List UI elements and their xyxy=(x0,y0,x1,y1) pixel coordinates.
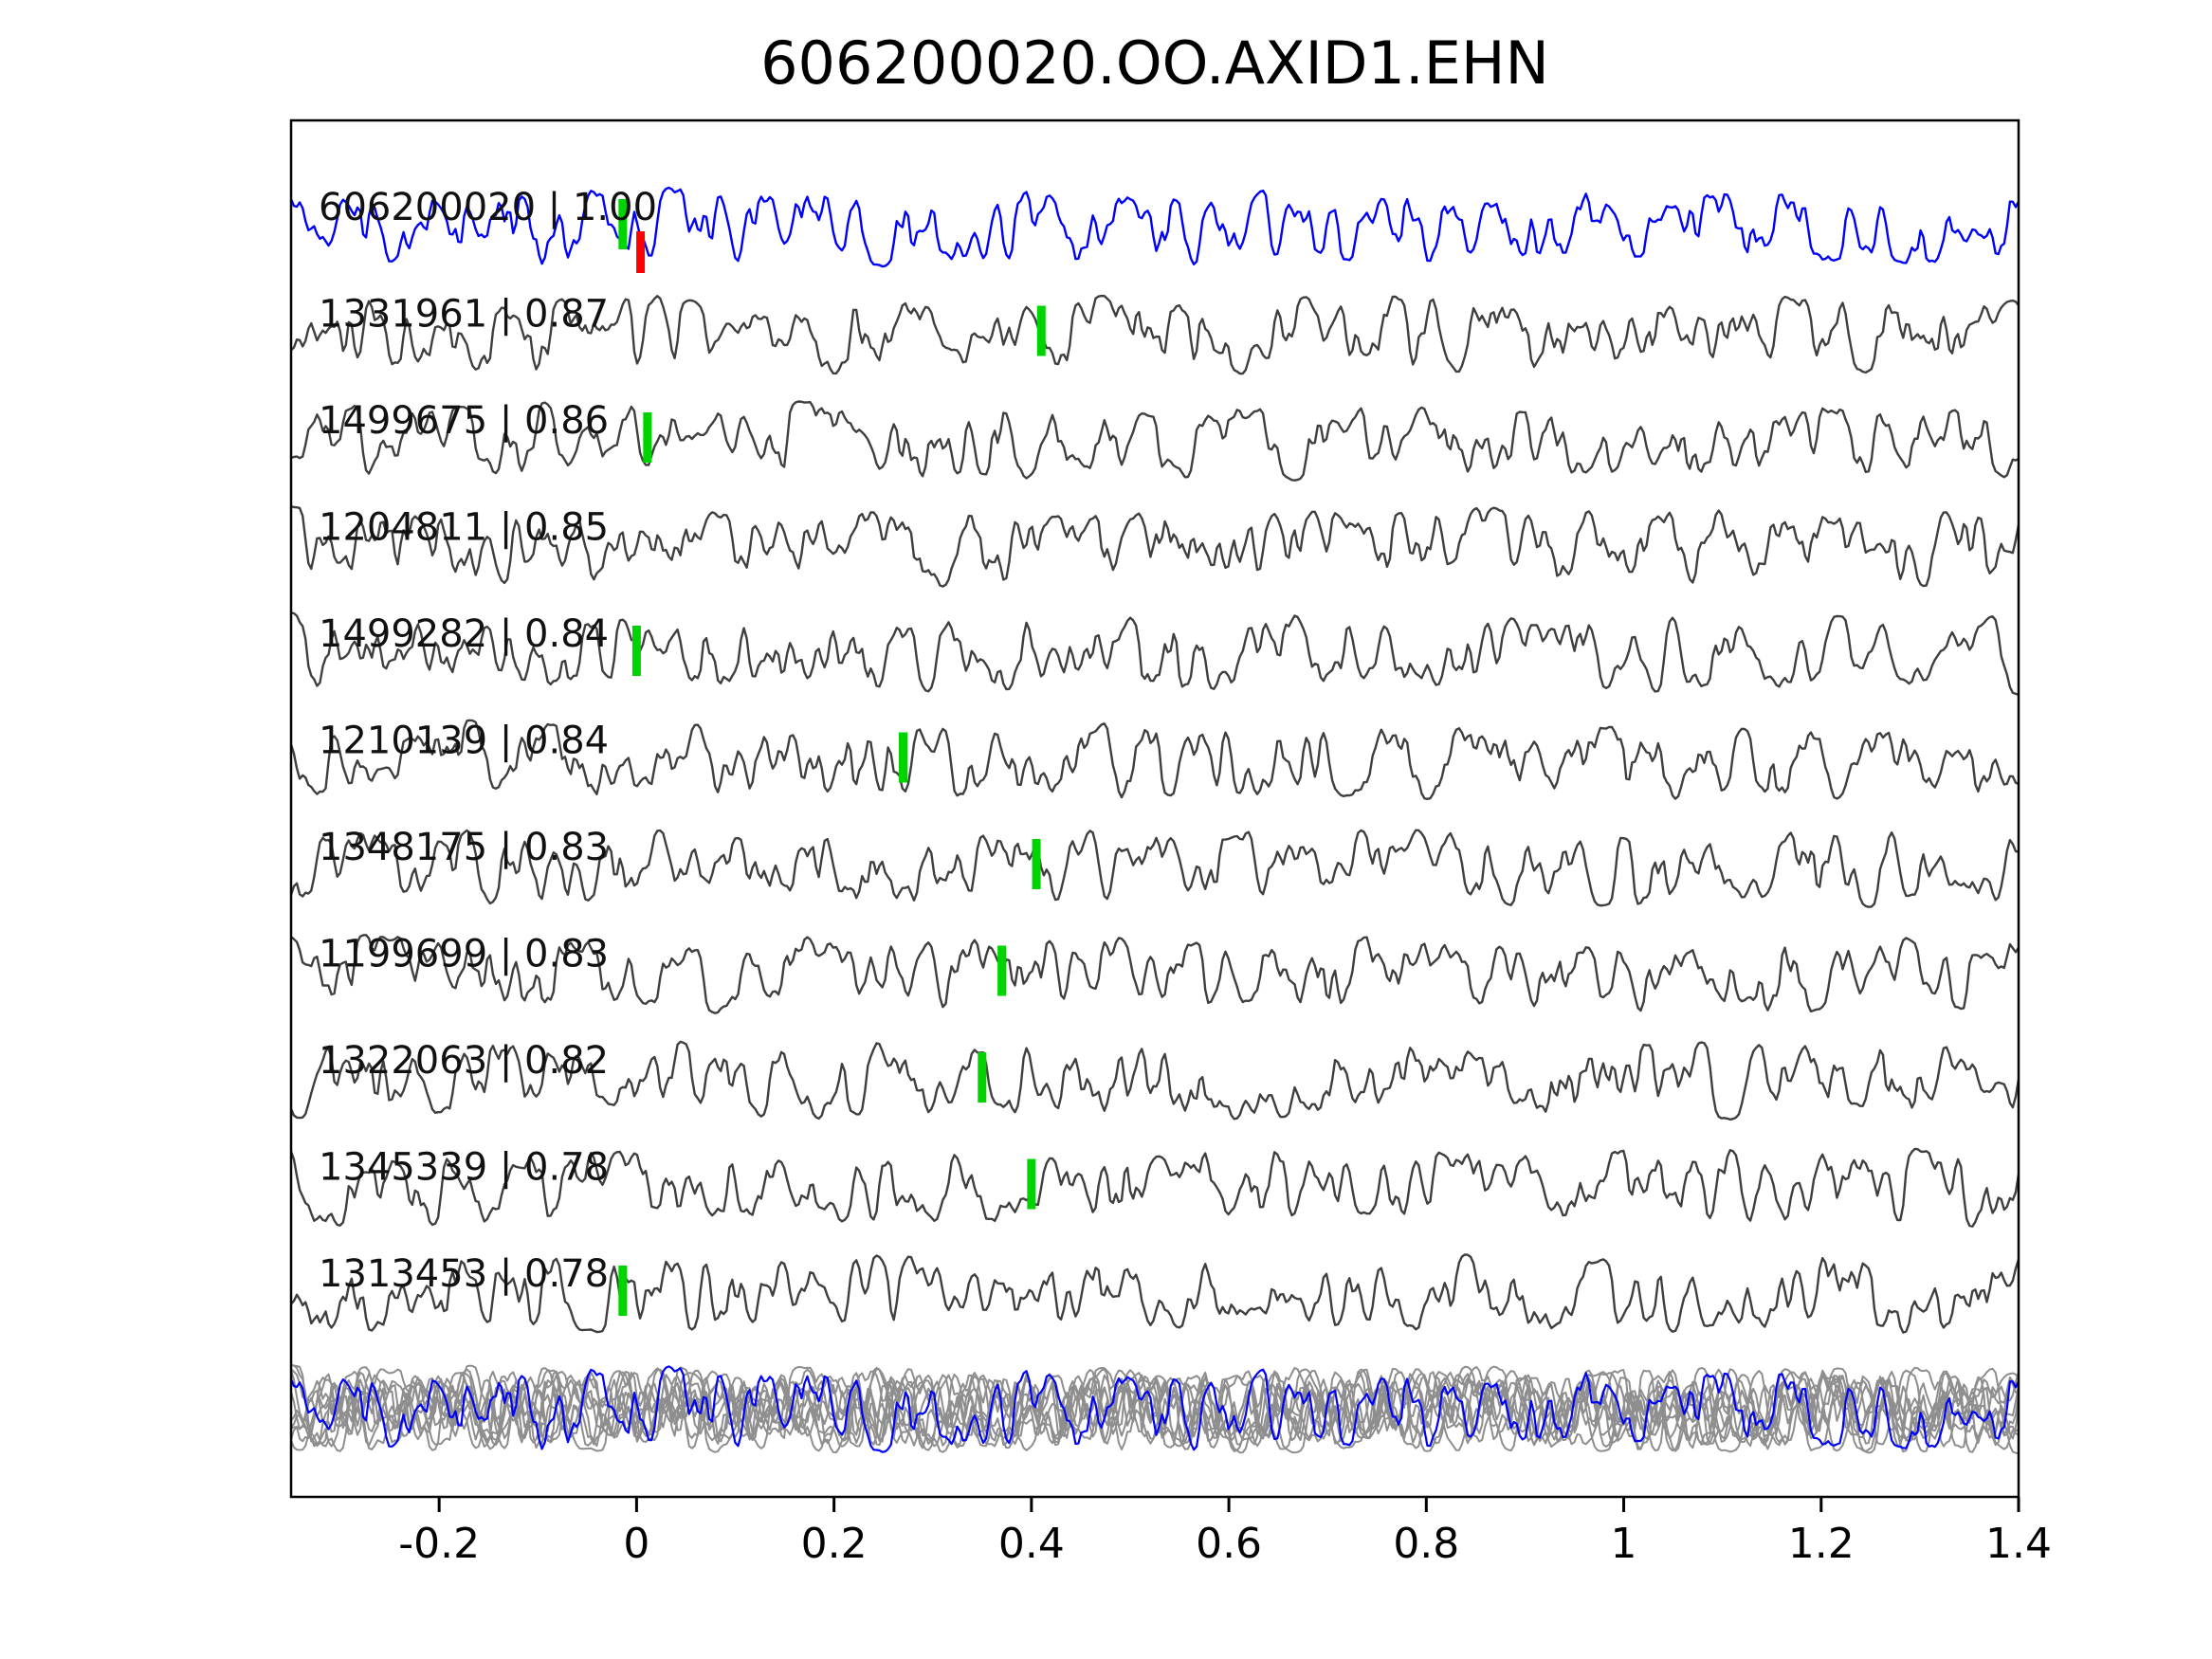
trace-label-1322063: 1322063 | 0.82 xyxy=(319,1039,609,1083)
waveform-trace-1348175 xyxy=(289,829,2020,908)
trace-label-1499675: 1499675 | 0.86 xyxy=(319,399,609,443)
trace-label-1210139: 1210139 | 0.84 xyxy=(319,720,609,763)
trace-label-1345339: 1345339 | 0.78 xyxy=(319,1146,609,1190)
trace-label-1499282: 1499282 | 0.84 xyxy=(319,612,609,656)
trace-label-1199699: 1199699 | 0.83 xyxy=(319,933,609,976)
x-tick-label: 0.4 xyxy=(998,1520,1065,1568)
overlay-trace-1331961 xyxy=(290,1367,2020,1454)
overlay-trace-1499675 xyxy=(290,1365,2020,1454)
x-tick-label: 1.4 xyxy=(1985,1520,2052,1568)
x-tick-label: 0.8 xyxy=(1393,1520,1459,1568)
trace-label-1204811: 1204811 | 0.85 xyxy=(319,506,609,550)
x-tick-label: 1 xyxy=(1611,1520,1637,1568)
trace-label-1313453: 1313453 | 0.78 xyxy=(319,1252,609,1296)
waveform-trace-1322063 xyxy=(289,1040,2020,1121)
x-tick-label: 0.2 xyxy=(801,1520,868,1568)
waveform-trace-1499675 xyxy=(290,400,2020,482)
waveform-trace-1204811 xyxy=(290,504,2020,588)
waveform-trace-606200020 xyxy=(289,186,2020,268)
trace-label-606200020: 606200020 | 1.00 xyxy=(319,186,657,229)
waveform-trace-1345339 xyxy=(289,1147,2020,1228)
waveform-trace-1199699 xyxy=(290,934,2020,1014)
figure-title: 606200020.OO.AXID1.EHN xyxy=(760,28,1549,98)
overlay-trace-606200020 xyxy=(289,1365,2020,1453)
waveform-trace-1331961 xyxy=(290,294,2020,375)
x-tick-label: -0.2 xyxy=(398,1520,480,1568)
trace-label-1348175: 1348175 | 0.83 xyxy=(319,826,609,869)
x-tick-label: 0.6 xyxy=(1196,1520,1262,1568)
trace-label-1331961: 1331961 | 0.87 xyxy=(319,293,609,337)
waveform-trace-1313453 xyxy=(290,1253,2020,1334)
waveform-trace-1499282 xyxy=(290,611,2020,696)
plot-border xyxy=(289,118,2020,1499)
x-tick-label: 1.2 xyxy=(1788,1520,1855,1568)
x-tick-label: 0 xyxy=(623,1520,649,1568)
waveform-trace-1210139 xyxy=(289,719,2020,800)
